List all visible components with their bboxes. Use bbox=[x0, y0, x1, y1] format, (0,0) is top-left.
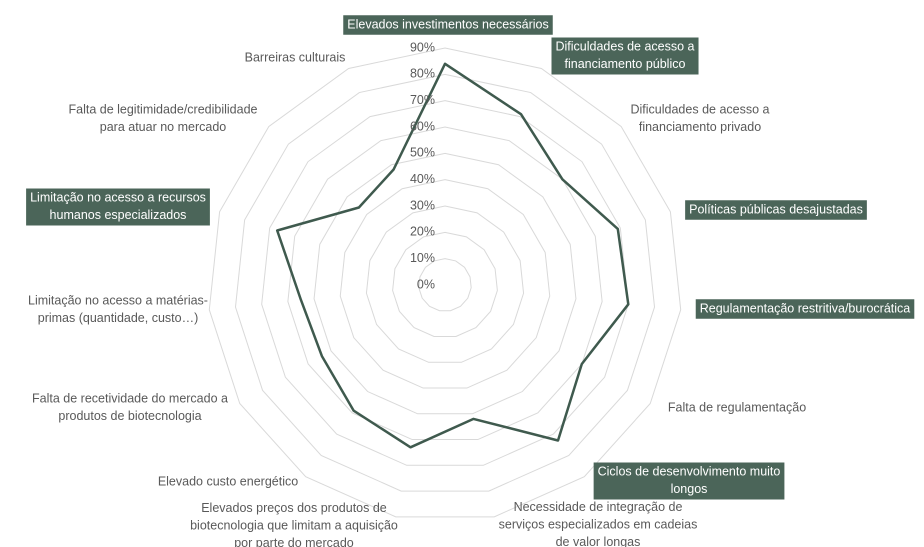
grid-ring bbox=[418, 258, 472, 312]
label-highlight bbox=[343, 15, 553, 35]
category-label: Barreiras culturais bbox=[245, 50, 346, 64]
category-label-line: Dificuldades de acesso a bbox=[631, 103, 770, 117]
grid bbox=[208, 47, 682, 518]
y-tick-label: 70% bbox=[410, 93, 435, 107]
radar-line bbox=[275, 62, 630, 449]
label-highlight bbox=[26, 188, 210, 226]
category-label-line: Elevados preços dos produtos de bbox=[201, 501, 387, 515]
category-label-line: por parte do mercado bbox=[234, 536, 354, 547]
category-label: Limitação no acesso a recursos humanos es… bbox=[26, 188, 210, 226]
y-tick-label: 40% bbox=[410, 172, 435, 186]
y-tick-label: 20% bbox=[410, 225, 435, 239]
label-highlight bbox=[695, 299, 915, 319]
category-label-line: Políticas públicas desajustadas bbox=[689, 202, 863, 216]
category-label: Ciclos de desenvolvimento muito longos bbox=[593, 462, 785, 500]
category-label-line: produtos de biotecnologia bbox=[58, 409, 201, 423]
label-highlight bbox=[593, 462, 785, 500]
label-highlight bbox=[551, 37, 699, 75]
category-label-line: Falta de recetividade do mercado a bbox=[32, 392, 228, 406]
category-label: Falta de legitimidade/credibilidade para … bbox=[68, 103, 257, 135]
category-label: Regulamentação restritiva/burocrática bbox=[695, 299, 915, 319]
y-tick-label: 0% bbox=[417, 277, 435, 291]
category-label: Políticas públicas desajustadas bbox=[685, 200, 867, 220]
y-tick-label: 50% bbox=[410, 146, 435, 160]
category-label-line: Dificuldades de acesso a bbox=[556, 40, 695, 54]
grid-ring bbox=[392, 231, 498, 338]
category-label-line: longos bbox=[671, 482, 708, 496]
category-label-line: Regulamentação restritiva/burocrática bbox=[700, 301, 911, 315]
y-tick-label: 60% bbox=[410, 119, 435, 133]
category-label-line: Barreiras culturais bbox=[245, 50, 346, 64]
category-label: Dificuldades de acesso a financiamento pú… bbox=[551, 37, 699, 75]
category-label: Necessidade de integração de serviços esp… bbox=[499, 500, 698, 547]
y-tick-label: 10% bbox=[410, 251, 435, 265]
category-label-line: primas (quantidade, custo…) bbox=[38, 311, 199, 325]
category-label-line: financiamento privado bbox=[639, 120, 761, 134]
category-label: Falta de recetividade do mercado a produt… bbox=[32, 392, 228, 424]
category-label: Limitação no acesso a matérias-primas (q… bbox=[28, 294, 208, 326]
category-label-line: para atuar no mercado bbox=[100, 120, 227, 134]
category-label: Dificuldades de acesso a financiamento pr… bbox=[631, 103, 770, 135]
grid-ring bbox=[365, 205, 525, 363]
category-label-line: serviços especializados em cadeias bbox=[499, 517, 698, 531]
y-tick-label: 30% bbox=[410, 198, 435, 212]
y-tick-label: 80% bbox=[410, 67, 435, 81]
category-label-line: financiamento público bbox=[565, 57, 686, 71]
category-label-line: Elevado custo energético bbox=[158, 474, 298, 488]
category-label-line: Necessidade de integração de bbox=[514, 500, 683, 514]
category-label: Falta de regulamentação bbox=[668, 400, 806, 414]
category-label-line: Limitação no acesso a recursos bbox=[30, 191, 206, 205]
category-label-line: de valor longas bbox=[556, 535, 641, 547]
category-label-line: Falta de regulamentação bbox=[668, 400, 806, 414]
grid-ring bbox=[313, 152, 577, 415]
grid-ring bbox=[287, 126, 603, 441]
category-label-line: humanos especializados bbox=[50, 208, 187, 222]
label-highlight bbox=[685, 200, 867, 220]
grid-ring bbox=[261, 100, 629, 466]
category-label: Elevados investimentos necessários bbox=[343, 15, 553, 35]
category-label-line: Ciclos de desenvolvimento muito bbox=[598, 465, 781, 479]
category-label-line: Falta de legitimidade/credibilidade bbox=[68, 103, 257, 117]
y-tick-label: 90% bbox=[410, 40, 435, 54]
grid-ring bbox=[208, 47, 682, 518]
category-label: Elevados preços dos produtos de biotecnol… bbox=[190, 501, 398, 547]
grid-ring bbox=[234, 73, 656, 492]
category-label: Elevado custo energético bbox=[158, 474, 298, 488]
category-label-line: biotecnologia que limitam a aquisição bbox=[190, 518, 398, 532]
category-label-line: Limitação no acesso a matérias- bbox=[28, 294, 208, 308]
category-label-line: Elevados investimentos necessários bbox=[347, 17, 549, 31]
grid-ring bbox=[339, 179, 551, 389]
